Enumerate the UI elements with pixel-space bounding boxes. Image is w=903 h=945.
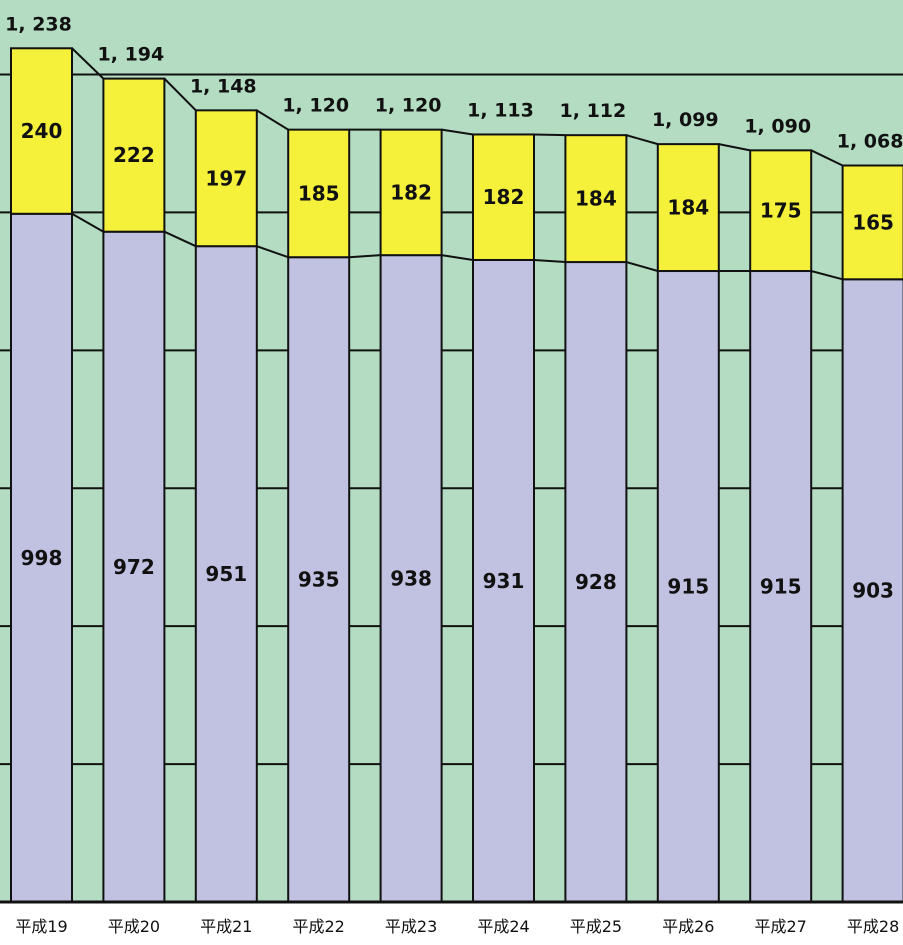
x-axis-ticks: 平成19 平成20 平成21 平成22 平成23 平成24 平成25 平成26 平成27 平成28 [15, 917, 899, 936]
connector-line-middle [441, 254, 474, 261]
data-label-lower: 903 [852, 579, 894, 603]
connector-line-middle [71, 212, 104, 233]
bar-upper [194, 109, 258, 248]
data-label-upper: 184 [575, 187, 617, 211]
bar-lower [102, 230, 166, 903]
bar-lower [10, 212, 73, 904]
bars [10, 47, 903, 904]
data-label-lower: 951 [205, 562, 247, 586]
bar-lower [472, 258, 535, 903]
x-tick-label: 平成24 [477, 917, 529, 936]
x-tick-label: 平成23 [385, 917, 437, 936]
data-label-upper: 222 [113, 143, 155, 167]
connector-line-middle [810, 270, 843, 281]
connector-line-middle [163, 230, 197, 248]
data-label-upper: 182 [483, 185, 525, 209]
data-label-total: 1, 120 [375, 95, 442, 117]
x-tick-label: 平成27 [755, 917, 807, 936]
data-label-total: 1, 112 [560, 100, 627, 122]
data-label-upper: 197 [205, 166, 247, 190]
bar-lower [564, 261, 628, 903]
data-label-lower: 915 [760, 575, 802, 599]
data-label-total: 1, 099 [652, 109, 719, 131]
data-label-upper: 165 [852, 210, 894, 234]
data-label-lower: 938 [390, 567, 432, 591]
data-label-total: 1, 238 [5, 13, 72, 35]
x-tick-label: 平成28 [847, 917, 899, 936]
data-label-upper: 175 [760, 199, 802, 223]
connector-line-top [626, 134, 659, 146]
bar-upper [656, 143, 720, 273]
data-label-total: 1, 090 [744, 115, 811, 137]
data-label-lower: 998 [21, 546, 63, 570]
connector-line-top [718, 143, 751, 152]
data-label-total: 1, 120 [282, 95, 349, 117]
data-labels: 998 240 1, 238 972 222 1, 194 951 197 1, 148 935 1… [5, 13, 903, 602]
x-tick-label: 平成20 [108, 917, 160, 936]
bar-upper [102, 77, 166, 233]
data-label-total: 1, 148 [190, 75, 257, 97]
connector-lines [71, 47, 844, 281]
data-label-total: 1, 068 [837, 131, 903, 153]
connector-line-middle [533, 258, 566, 264]
data-label-lower: 915 [667, 575, 709, 599]
axis-label-band [0, 902, 903, 945]
bar-upper [749, 149, 813, 273]
connector-line-top [441, 128, 474, 136]
bar-upper [564, 134, 628, 264]
bar-lower [379, 254, 443, 903]
x-tick-label: 平成21 [200, 917, 252, 936]
data-label-total: 1, 194 [98, 44, 165, 66]
data-label-lower: 928 [575, 570, 617, 594]
data-label-lower: 935 [298, 568, 340, 592]
data-label-upper: 185 [298, 181, 340, 205]
connector-line-middle [626, 261, 659, 272]
bar-lower [194, 245, 258, 903]
data-label-upper: 182 [390, 180, 432, 204]
x-tick-label: 平成22 [293, 917, 345, 936]
bar-upper [379, 128, 443, 257]
x-tick-label: 平成19 [15, 917, 67, 936]
connector-line-top [533, 133, 566, 137]
data-label-lower: 972 [113, 555, 155, 579]
bar-upper [472, 133, 535, 261]
data-label-upper: 184 [667, 196, 709, 220]
connector-line-top [256, 109, 289, 131]
connector-line-top [163, 77, 197, 112]
data-label-lower: 931 [483, 569, 525, 593]
x-tick-label: 平成26 [662, 917, 714, 936]
data-label-upper: 240 [21, 119, 63, 143]
bar-upper [10, 47, 73, 215]
x-tick-label: 平成25 [570, 917, 622, 936]
connector-line-top [71, 47, 105, 80]
bar-upper [841, 164, 903, 281]
connector-line-middle [256, 245, 289, 259]
data-label-total: 1, 113 [467, 99, 534, 121]
connector-line-top [810, 149, 844, 167]
connector-line-middle [349, 254, 381, 259]
bar-upper [287, 128, 351, 259]
